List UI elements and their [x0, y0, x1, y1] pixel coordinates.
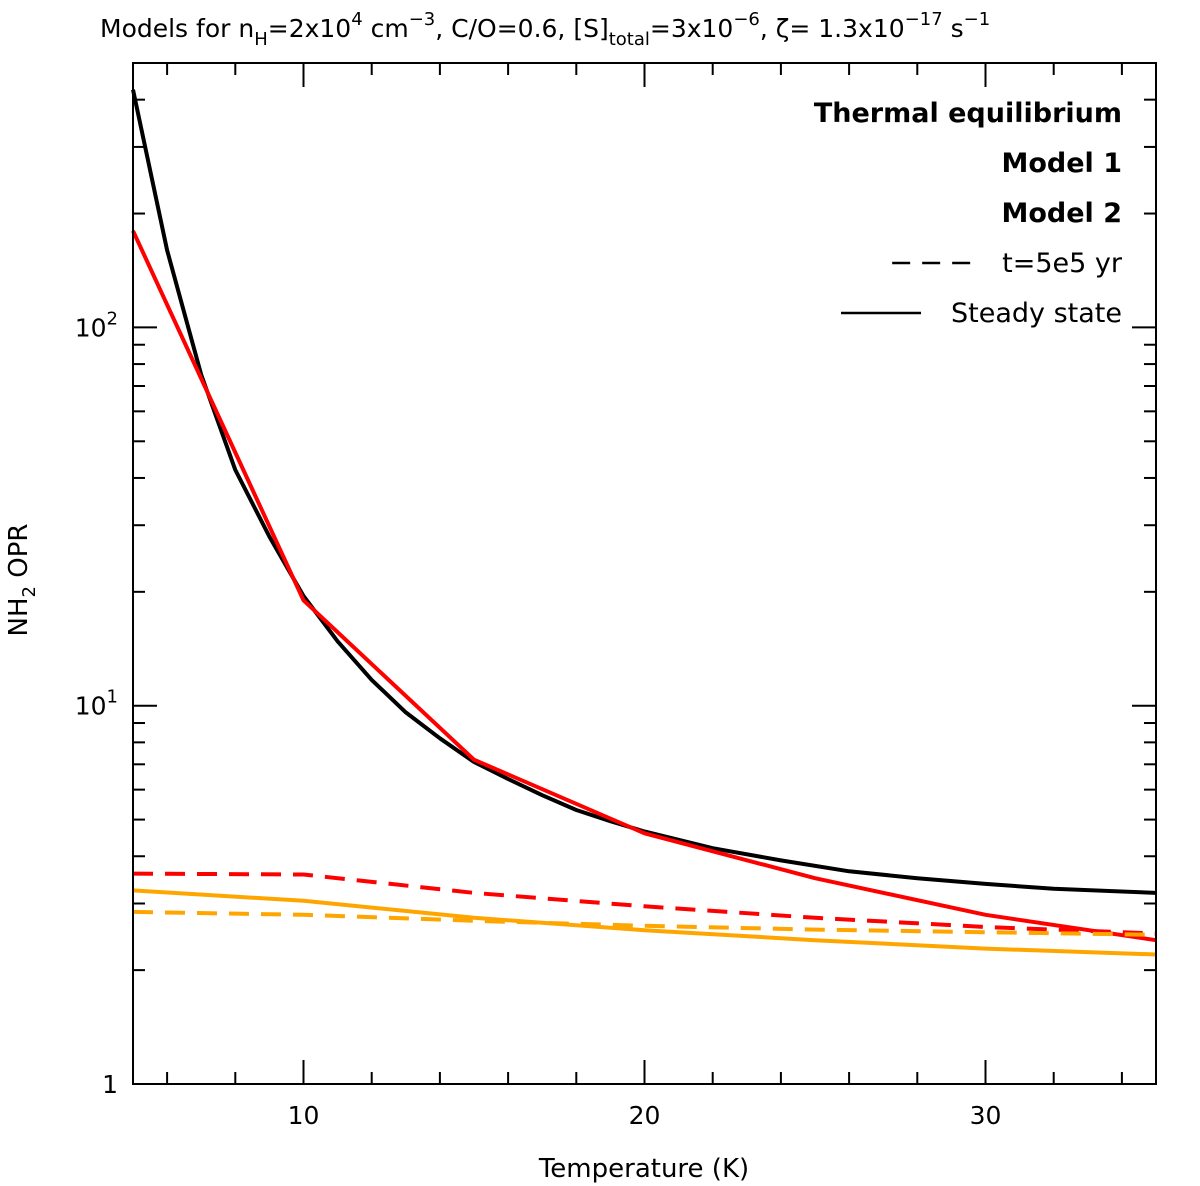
y-tick-label: 101 — [75, 687, 118, 721]
series-line-model-1-steady-state — [131, 229, 1157, 943]
legend-label-t-5e5-yr: t=5e5 yr — [1002, 248, 1123, 279]
plot-lines — [131, 89, 1157, 957]
x-tick-labels: 10 20 30 — [288, 1101, 1002, 1130]
legend-label-steady-state: Steady state — [951, 298, 1122, 329]
legend-label-model-1: Model 1 — [1002, 148, 1123, 179]
x-tick-label: 10 — [288, 1101, 320, 1130]
series-line-thermal-equilibrium — [131, 89, 1157, 895]
plot-frame — [132, 62, 1157, 1085]
y-tick-labels: 1 101 102 — [75, 308, 118, 1099]
series-line-model-2-steady-state — [132, 888, 1157, 957]
series-line-model-2-t-5e5-yr — [132, 909, 1157, 937]
y-tick-label: 1 — [102, 1070, 118, 1099]
y-axis-label: NH2 OPR — [4, 524, 40, 637]
x-tick-label: 20 — [629, 1101, 661, 1130]
chart-title: Models for nH=2x104 cm−3, C/O=0.6, [S]to… — [100, 9, 990, 50]
y-tick-label: 102 — [75, 308, 118, 342]
x-tick-label: 30 — [970, 1101, 1002, 1130]
legend: Thermal equilibrium Model 1 Model 2 t=5e5 y… — [814, 98, 1123, 329]
legend-label-model-2: Model 2 — [1002, 198, 1123, 229]
legend-label-thermal-equilibrium: Thermal equilibrium — [814, 98, 1122, 129]
series-line-model-1-t-5e5-yr — [132, 871, 1157, 936]
x-axis-label: Temperature (K) — [538, 1154, 749, 1184]
